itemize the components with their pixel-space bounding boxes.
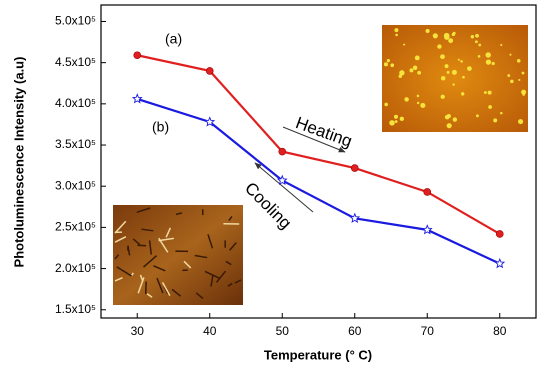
afm-dot <box>384 103 388 107</box>
afm-dot <box>461 92 464 95</box>
afm-dot <box>387 59 390 62</box>
star-marker <box>133 94 142 102</box>
afm-dot <box>404 97 409 102</box>
afm-dot <box>395 34 398 37</box>
afm-dot <box>475 40 478 43</box>
circle-marker <box>496 230 503 237</box>
x-tick-label: 30 <box>131 324 145 338</box>
afm-dot <box>399 75 402 78</box>
afm-dot <box>500 44 502 46</box>
circle-marker <box>279 148 286 155</box>
heating-label: Heating <box>293 113 355 151</box>
afm-dot <box>453 117 457 121</box>
afm-dot <box>394 115 398 119</box>
afm-dot <box>458 59 460 61</box>
afm-dot <box>445 115 450 120</box>
afm-inset-heating <box>382 25 528 132</box>
y-tick-label: 3.0x10⁵ <box>55 178 96 192</box>
afm-dot <box>448 38 453 43</box>
afm-dot <box>492 62 495 65</box>
afm-dot <box>403 44 405 46</box>
afm-dot <box>475 34 479 38</box>
afm-dot <box>518 119 523 124</box>
afm-dot <box>507 74 510 77</box>
y-tick-label: 4.0x10⁵ <box>55 96 96 110</box>
afm-dot <box>478 55 481 58</box>
afm-dot <box>447 71 450 74</box>
cooling-label: Cooling <box>241 179 295 233</box>
afm-dot <box>522 72 525 75</box>
x-tick-label: 50 <box>276 324 290 338</box>
afm-inset-cooling <box>113 205 243 305</box>
afm-dot <box>460 60 463 63</box>
afm-dot <box>488 105 492 109</box>
y-tick-label: 2.5x10⁵ <box>55 220 96 234</box>
afm-dot <box>476 114 479 117</box>
afm-dot <box>493 118 497 122</box>
afm-dot <box>417 95 420 98</box>
circle-marker <box>351 165 358 172</box>
afm-dot <box>420 103 425 108</box>
x-axis-label: Temperature (° C) <box>264 347 372 362</box>
x-tick-label: 70 <box>421 324 435 338</box>
label-a: (a) <box>165 31 182 47</box>
afm-dot <box>471 35 474 38</box>
afm-dot <box>509 54 511 56</box>
afm-dot <box>484 91 487 94</box>
circle-marker <box>206 67 213 74</box>
afm-dot <box>462 76 465 79</box>
x-tick-label: 40 <box>203 324 217 338</box>
x-tick-label: 80 <box>493 324 507 338</box>
afm-dot <box>433 33 438 38</box>
star-marker <box>496 259 505 267</box>
afm-dot <box>440 54 445 59</box>
afm-dot <box>413 66 417 70</box>
star-marker <box>351 214 360 222</box>
y-tick-label: 5.0x10⁵ <box>55 14 96 28</box>
circle-marker <box>134 52 141 59</box>
afm-dot <box>452 70 457 75</box>
y-tick-label: 4.5x10⁵ <box>55 55 96 69</box>
afm-dot <box>522 93 525 96</box>
afm-dot <box>441 76 446 81</box>
afm-dot <box>384 62 388 66</box>
afm-dot <box>409 68 413 72</box>
afm-dot <box>389 120 394 125</box>
y-tick-label: 3.5x10⁵ <box>55 137 96 151</box>
afm-dot <box>417 102 419 104</box>
afm-dot <box>452 83 454 85</box>
afm-dot <box>447 123 452 128</box>
afm-dot <box>518 79 520 81</box>
circle-marker <box>424 188 431 195</box>
x-tick-label: 60 <box>348 324 362 338</box>
afm-dot <box>467 66 472 71</box>
afm-dot <box>395 120 398 123</box>
afm-dot <box>517 59 521 63</box>
afm-dot <box>400 117 404 121</box>
y-axis-label: Photoluminescence Intensity (a.u) <box>11 57 26 268</box>
afm-dot <box>415 55 420 60</box>
afm-dot <box>486 59 491 64</box>
afm-dot <box>445 64 449 68</box>
afm-dot <box>437 44 441 48</box>
afm-dot <box>510 80 514 84</box>
afm-dot <box>390 63 394 67</box>
y-tick-label: 2.0x10⁵ <box>55 261 96 275</box>
afm-dot <box>485 52 490 57</box>
afm-streak <box>137 245 146 246</box>
afm-dot <box>425 29 429 33</box>
afm-dot <box>441 95 445 99</box>
afm-dot <box>444 33 450 39</box>
afm-dot <box>500 112 503 115</box>
afm-dot <box>478 44 481 47</box>
afm-dot <box>452 33 455 36</box>
label-b: (b) <box>152 119 169 135</box>
afm-dot <box>488 91 492 95</box>
afm-dot <box>417 71 421 75</box>
y-tick-label: 1.5x10⁵ <box>55 302 96 316</box>
afm-dot <box>394 28 398 32</box>
